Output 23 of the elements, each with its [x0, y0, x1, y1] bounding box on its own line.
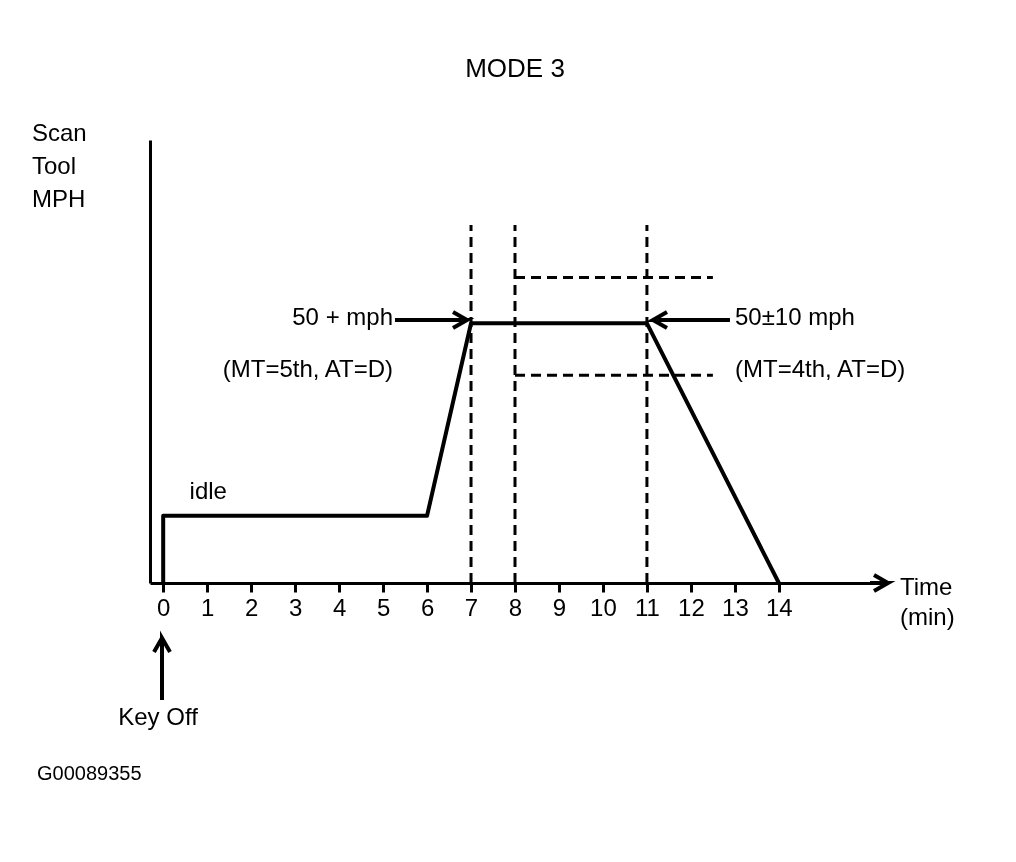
x-axis-title: Time (min): [900, 573, 955, 630]
y-axis-title: Scan Tool MPH: [32, 119, 87, 212]
annotation: idle: [189, 476, 227, 504]
x-tick-label: 11: [634, 593, 660, 621]
x-tick-label: 2: [244, 593, 259, 621]
x-tick-label: 10: [590, 593, 617, 621]
text: G00089355: [37, 762, 142, 784]
x-tick-label: 12: [678, 593, 705, 621]
x-tick-label: 9: [552, 593, 567, 621]
chart-title: MODE 3: [465, 53, 565, 83]
x-tick-label: 4: [332, 593, 347, 621]
x-tick-label: 5: [376, 593, 391, 621]
x-tick-label: 3: [288, 593, 303, 621]
x-tick-label: 7: [464, 593, 479, 621]
x-tick-label: 13: [722, 593, 749, 621]
annotation: 50±10 mph (MT=4th, AT=D): [735, 303, 906, 382]
annotation: 50 + mph (MT=5th, AT=D): [222, 303, 393, 382]
text: Key Off: [118, 703, 199, 730]
x-tick-label: 1: [200, 593, 215, 621]
x-tick-label: 8: [508, 593, 523, 621]
x-tick-label: 0: [157, 593, 171, 621]
x-tick-label: 6: [420, 593, 435, 621]
x-tick-label: 14: [766, 593, 793, 621]
